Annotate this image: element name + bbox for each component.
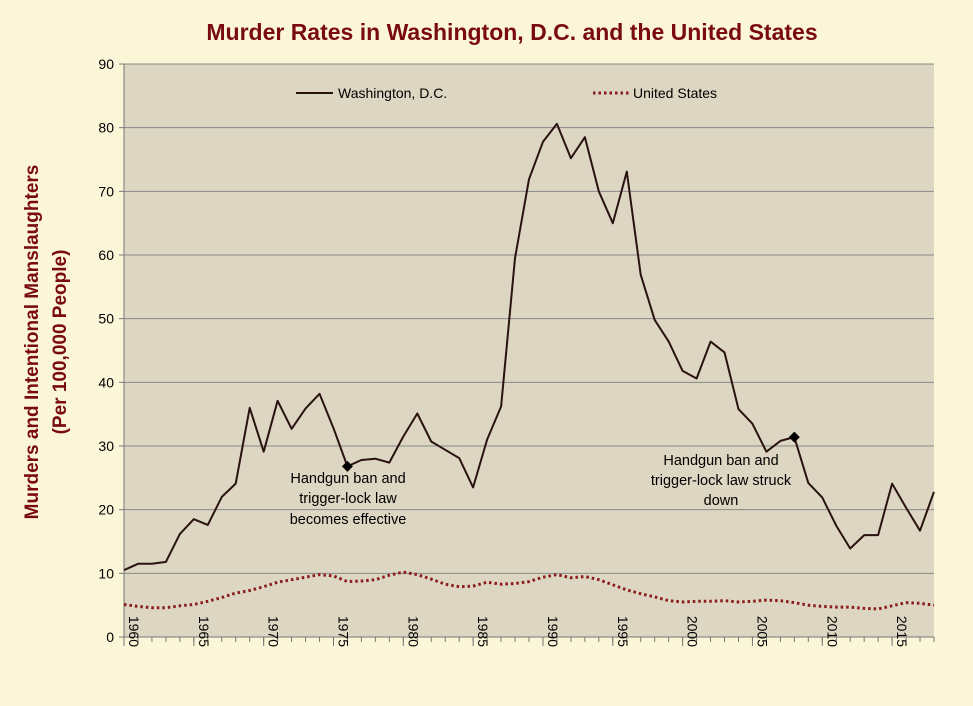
y-tick-label-50: 50 bbox=[98, 311, 114, 327]
x-tick-label-2000: 2000 bbox=[685, 616, 701, 647]
legend: Washington, D.C. United States bbox=[296, 85, 717, 101]
y-axis-label-line1: Murders and Intentional Manslaughters bbox=[22, 165, 43, 520]
legend-label-dc: Washington, D.C. bbox=[338, 85, 447, 101]
annotation-1-line2: trigger-lock law bbox=[299, 491, 397, 507]
annotation-markers bbox=[341, 431, 800, 472]
y-tick-label-20: 20 bbox=[98, 502, 114, 518]
y-tick-label-60: 60 bbox=[98, 247, 114, 263]
y-tick-label-40: 40 bbox=[98, 374, 114, 390]
x-tick-label-1975: 1975 bbox=[335, 616, 351, 647]
annotation-1-line3: becomes effective bbox=[290, 512, 407, 528]
x-tick-label-1990: 1990 bbox=[545, 616, 561, 647]
annotation-1-line1: Handgun ban and bbox=[290, 471, 405, 487]
annotation-2-line1: Handgun ban and bbox=[663, 453, 778, 469]
x-tick-label-2015: 2015 bbox=[894, 616, 910, 647]
annotation-marker-1976 bbox=[341, 460, 353, 472]
x-tick-label-1960: 1960 bbox=[126, 616, 142, 647]
x-tick-label-2010: 2010 bbox=[824, 616, 840, 647]
x-tick-label-1995: 1995 bbox=[615, 616, 631, 647]
x-tick-label-1970: 1970 bbox=[266, 616, 282, 647]
y-axis-label: Murders and Intentional Manslaughters (P… bbox=[22, 165, 71, 520]
y-tick-label-80: 80 bbox=[98, 120, 114, 136]
annotation-handgun-ban-struck-down: Handgun ban and trigger-lock law struck … bbox=[651, 453, 792, 509]
x-axis-ticks: 1960 1965 1970 1975 1980 1985 1990 1995 2000 2005… bbox=[123, 616, 935, 647]
plot-area bbox=[124, 64, 934, 637]
annotation-2-line3: down bbox=[704, 493, 739, 509]
annotation-marker-2008 bbox=[788, 431, 800, 443]
annotation-handgun-ban-effective: Handgun ban and trigger-lock law becomes… bbox=[290, 471, 407, 528]
chart-title: Murder Rates in Washington, D.C. and the… bbox=[206, 19, 817, 45]
legend-label-us: United States bbox=[633, 85, 717, 101]
y-tick-label-90: 90 bbox=[98, 56, 114, 72]
y-tick-label-0: 0 bbox=[106, 629, 114, 645]
annotation-2-line2: trigger-lock law struck bbox=[651, 473, 792, 489]
y-axis-label-line2: (Per 100,000 People) bbox=[50, 250, 71, 435]
y-tick-label-70: 70 bbox=[98, 183, 114, 199]
series-line-united-states bbox=[123, 570, 935, 611]
series-line-washington-dc bbox=[123, 122, 935, 572]
x-tick-label-1965: 1965 bbox=[196, 616, 212, 647]
y-tick-label-10: 10 bbox=[98, 565, 114, 581]
gridlines bbox=[124, 63, 934, 574]
x-tick-label-2005: 2005 bbox=[754, 616, 770, 647]
y-tick-label-30: 30 bbox=[98, 438, 114, 454]
x-tick-label-1980: 1980 bbox=[405, 616, 421, 647]
y-axis-ticks: 0 10 20 30 40 50 60 70 80 90 bbox=[98, 56, 124, 645]
series-lines bbox=[123, 122, 935, 611]
x-tick-label-1985: 1985 bbox=[475, 616, 491, 647]
